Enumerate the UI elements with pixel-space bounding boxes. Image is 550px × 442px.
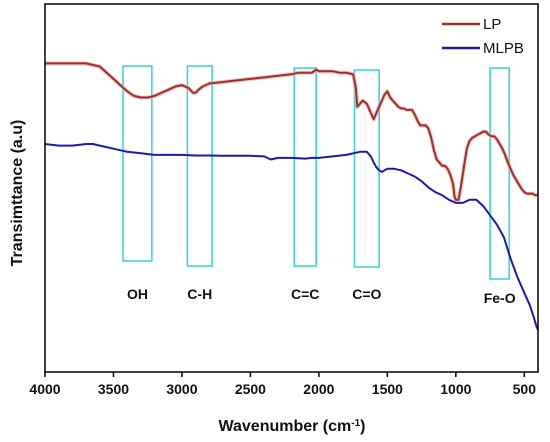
x-tick-label-3000: 3000 <box>166 381 197 397</box>
band-label-fe-o: Fe-O <box>484 290 516 306</box>
absorption-bands <box>122 65 511 280</box>
x-axis-title-sup: -1 <box>351 418 360 429</box>
series-layer <box>44 61 539 331</box>
band-box-c-c <box>293 67 317 267</box>
x-tick-label-1500: 1500 <box>372 381 403 397</box>
band-box-c-h <box>186 65 213 267</box>
plot-frame <box>44 3 539 373</box>
x-axis-title-main: Wavenumber (cm <box>218 418 351 435</box>
band-box-oh <box>122 65 153 262</box>
band-box-c-o <box>353 69 380 268</box>
band-labels: OH C-H C=C C=O Fe-O <box>127 286 516 306</box>
y-axis-title: Transimttance (a.u) <box>9 120 26 267</box>
x-tick-label-4000: 4000 <box>29 381 60 397</box>
band-label-c-c: C=C <box>291 286 319 302</box>
x-axis-title-tail: ) <box>360 418 365 435</box>
band-label-c-h: C-H <box>187 286 212 302</box>
legend-label-lp: LP <box>483 16 501 33</box>
x-tick-label-500: 500 <box>513 381 537 397</box>
x-tick-label-1000: 1000 <box>440 381 471 397</box>
series-line-mlpb <box>44 143 539 331</box>
x-axis-ticks: 4000 3500 3000 2500 2000 1500 1000 500 <box>29 372 536 397</box>
x-axis-title: Wavenumber (cm-1) <box>218 418 365 436</box>
series-line-lp <box>45 62 538 201</box>
legend-label-mlpb: MLPB <box>483 40 524 57</box>
legend: LP MLPB <box>442 16 524 57</box>
x-tick-label-2500: 2500 <box>235 381 266 397</box>
band-label-oh: OH <box>127 286 148 302</box>
x-tick-label-3500: 3500 <box>98 381 129 397</box>
band-box-fe-o <box>489 67 511 280</box>
x-tick-label-2000: 2000 <box>303 381 334 397</box>
band-label-c-o: C=O <box>352 286 381 302</box>
